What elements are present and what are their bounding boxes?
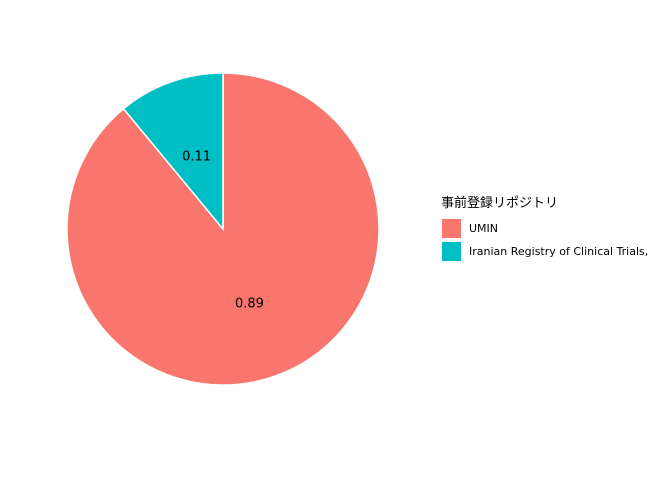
legend-swatch	[442, 219, 461, 238]
legend-swatch	[442, 242, 461, 261]
legend-label: Iranian Registry of Clinical Trials,	[469, 245, 648, 258]
pie-slices	[66, 72, 380, 386]
legend-title: 事前登録リポジトリ	[441, 195, 558, 211]
slice-value-label: 0.11	[182, 150, 211, 165]
pie-slice-iranian-registry-of-clinical-trials	[122, 72, 224, 232]
legend: 事前登録リポジトリ UMIN Iranian Registry of Clinic…	[441, 195, 648, 261]
slice-value-label: 0.89	[235, 296, 264, 311]
legend-items: UMIN Iranian Registry of Clinical Trials,	[442, 219, 648, 261]
pie-slice-labels: 0.89 0.11	[182, 150, 264, 312]
legend-label: UMIN	[469, 222, 498, 235]
